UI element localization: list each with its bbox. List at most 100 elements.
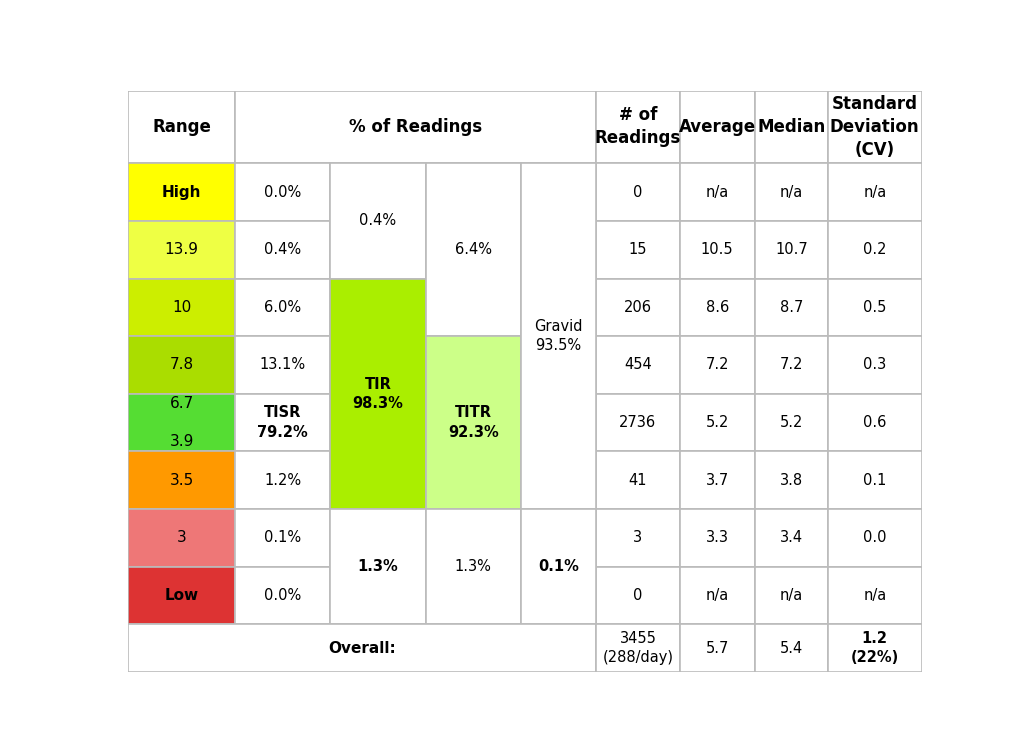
Text: 8.6: 8.6	[706, 300, 729, 315]
Bar	[828, 163, 922, 221]
Bar	[331, 509, 426, 624]
Text: 3.7: 3.7	[706, 473, 729, 488]
Bar	[331, 163, 426, 279]
Text: 5.7: 5.7	[706, 640, 729, 655]
Text: 0.5: 0.5	[863, 300, 887, 315]
Text: 10: 10	[172, 300, 191, 315]
Bar	[755, 509, 828, 567]
Text: 3.4: 3.4	[780, 530, 803, 545]
Text: TISR
79.2%: TISR 79.2%	[257, 405, 308, 439]
Bar	[828, 451, 922, 509]
Text: 3455
(288/day): 3455 (288/day)	[602, 631, 674, 665]
Text: 6.4%: 6.4%	[455, 242, 492, 257]
Bar	[755, 221, 828, 279]
Bar	[128, 163, 236, 221]
Text: 3.3: 3.3	[706, 530, 729, 545]
Text: TITR
92.3%: TITR 92.3%	[447, 405, 499, 439]
Text: 0.1: 0.1	[863, 473, 887, 488]
Bar	[128, 451, 236, 509]
Bar	[828, 91, 922, 163]
Text: 0.6: 0.6	[863, 415, 887, 430]
Text: 0.4%: 0.4%	[264, 242, 301, 257]
Bar	[236, 451, 331, 509]
Text: 10.7: 10.7	[775, 242, 808, 257]
Bar	[128, 91, 236, 163]
Text: Gravid
93.5%: Gravid 93.5%	[535, 319, 583, 353]
Text: 8.7: 8.7	[779, 300, 803, 315]
Text: TIR
98.3%: TIR 98.3%	[352, 377, 403, 411]
Bar	[828, 567, 922, 624]
Bar	[596, 394, 680, 451]
Bar	[521, 163, 596, 509]
Text: # of
Readings: # of Readings	[595, 106, 681, 147]
Text: Median: Median	[758, 118, 825, 136]
Text: n/a: n/a	[706, 588, 729, 603]
Bar	[426, 163, 521, 336]
Bar	[828, 279, 922, 336]
Text: n/a: n/a	[706, 184, 729, 199]
Text: 0.0%: 0.0%	[264, 184, 301, 199]
Text: 10.5: 10.5	[701, 242, 733, 257]
Bar	[680, 567, 755, 624]
Bar	[236, 509, 331, 567]
Bar	[828, 624, 922, 672]
Text: 1.3%: 1.3%	[357, 559, 398, 574]
Text: 7.2: 7.2	[779, 357, 803, 372]
Text: 0: 0	[633, 588, 643, 603]
Bar	[680, 451, 755, 509]
Text: 3.5: 3.5	[169, 473, 194, 488]
Text: 13.9: 13.9	[165, 242, 199, 257]
Text: 0.2: 0.2	[863, 242, 887, 257]
Bar	[680, 91, 755, 163]
Text: 0.0: 0.0	[863, 530, 887, 545]
Bar	[680, 509, 755, 567]
Bar	[596, 221, 680, 279]
Text: 13.1%: 13.1%	[260, 357, 306, 372]
Bar	[128, 221, 236, 279]
Bar	[236, 91, 596, 163]
Bar	[680, 336, 755, 394]
Text: 1.2
(22%): 1.2 (22%)	[851, 631, 899, 665]
Bar	[331, 279, 426, 509]
Text: % of Readings: % of Readings	[349, 118, 482, 136]
Bar	[596, 624, 680, 672]
Text: 6.0%: 6.0%	[264, 300, 301, 315]
Text: 454: 454	[624, 357, 651, 372]
Text: Range: Range	[153, 118, 211, 136]
Text: 0.3: 0.3	[863, 357, 887, 372]
Text: Overall:: Overall:	[329, 640, 396, 655]
Bar	[128, 336, 236, 394]
Bar	[828, 336, 922, 394]
Bar	[828, 221, 922, 279]
Text: 0.1%: 0.1%	[538, 559, 579, 574]
Bar	[236, 163, 331, 221]
Bar	[521, 509, 596, 624]
Bar	[236, 279, 331, 336]
Bar	[596, 279, 680, 336]
Bar	[426, 509, 521, 624]
Text: n/a: n/a	[863, 588, 887, 603]
Text: High: High	[162, 184, 202, 199]
Bar	[128, 567, 236, 624]
Bar	[128, 394, 236, 451]
Bar	[755, 394, 828, 451]
Bar	[755, 163, 828, 221]
Bar	[828, 509, 922, 567]
Bar	[828, 394, 922, 451]
Bar	[128, 624, 596, 672]
Text: 0.4%: 0.4%	[359, 214, 396, 229]
Text: 5.4: 5.4	[780, 640, 803, 655]
Bar	[596, 163, 680, 221]
Text: 1.2%: 1.2%	[264, 473, 301, 488]
Bar	[755, 279, 828, 336]
Bar	[680, 624, 755, 672]
Bar	[128, 509, 236, 567]
Bar	[426, 336, 521, 509]
Bar	[236, 221, 331, 279]
Bar	[596, 336, 680, 394]
Text: 0.0%: 0.0%	[264, 588, 301, 603]
Text: 7.8: 7.8	[170, 357, 194, 372]
Bar	[755, 624, 828, 672]
Bar	[236, 567, 331, 624]
Bar	[755, 451, 828, 509]
